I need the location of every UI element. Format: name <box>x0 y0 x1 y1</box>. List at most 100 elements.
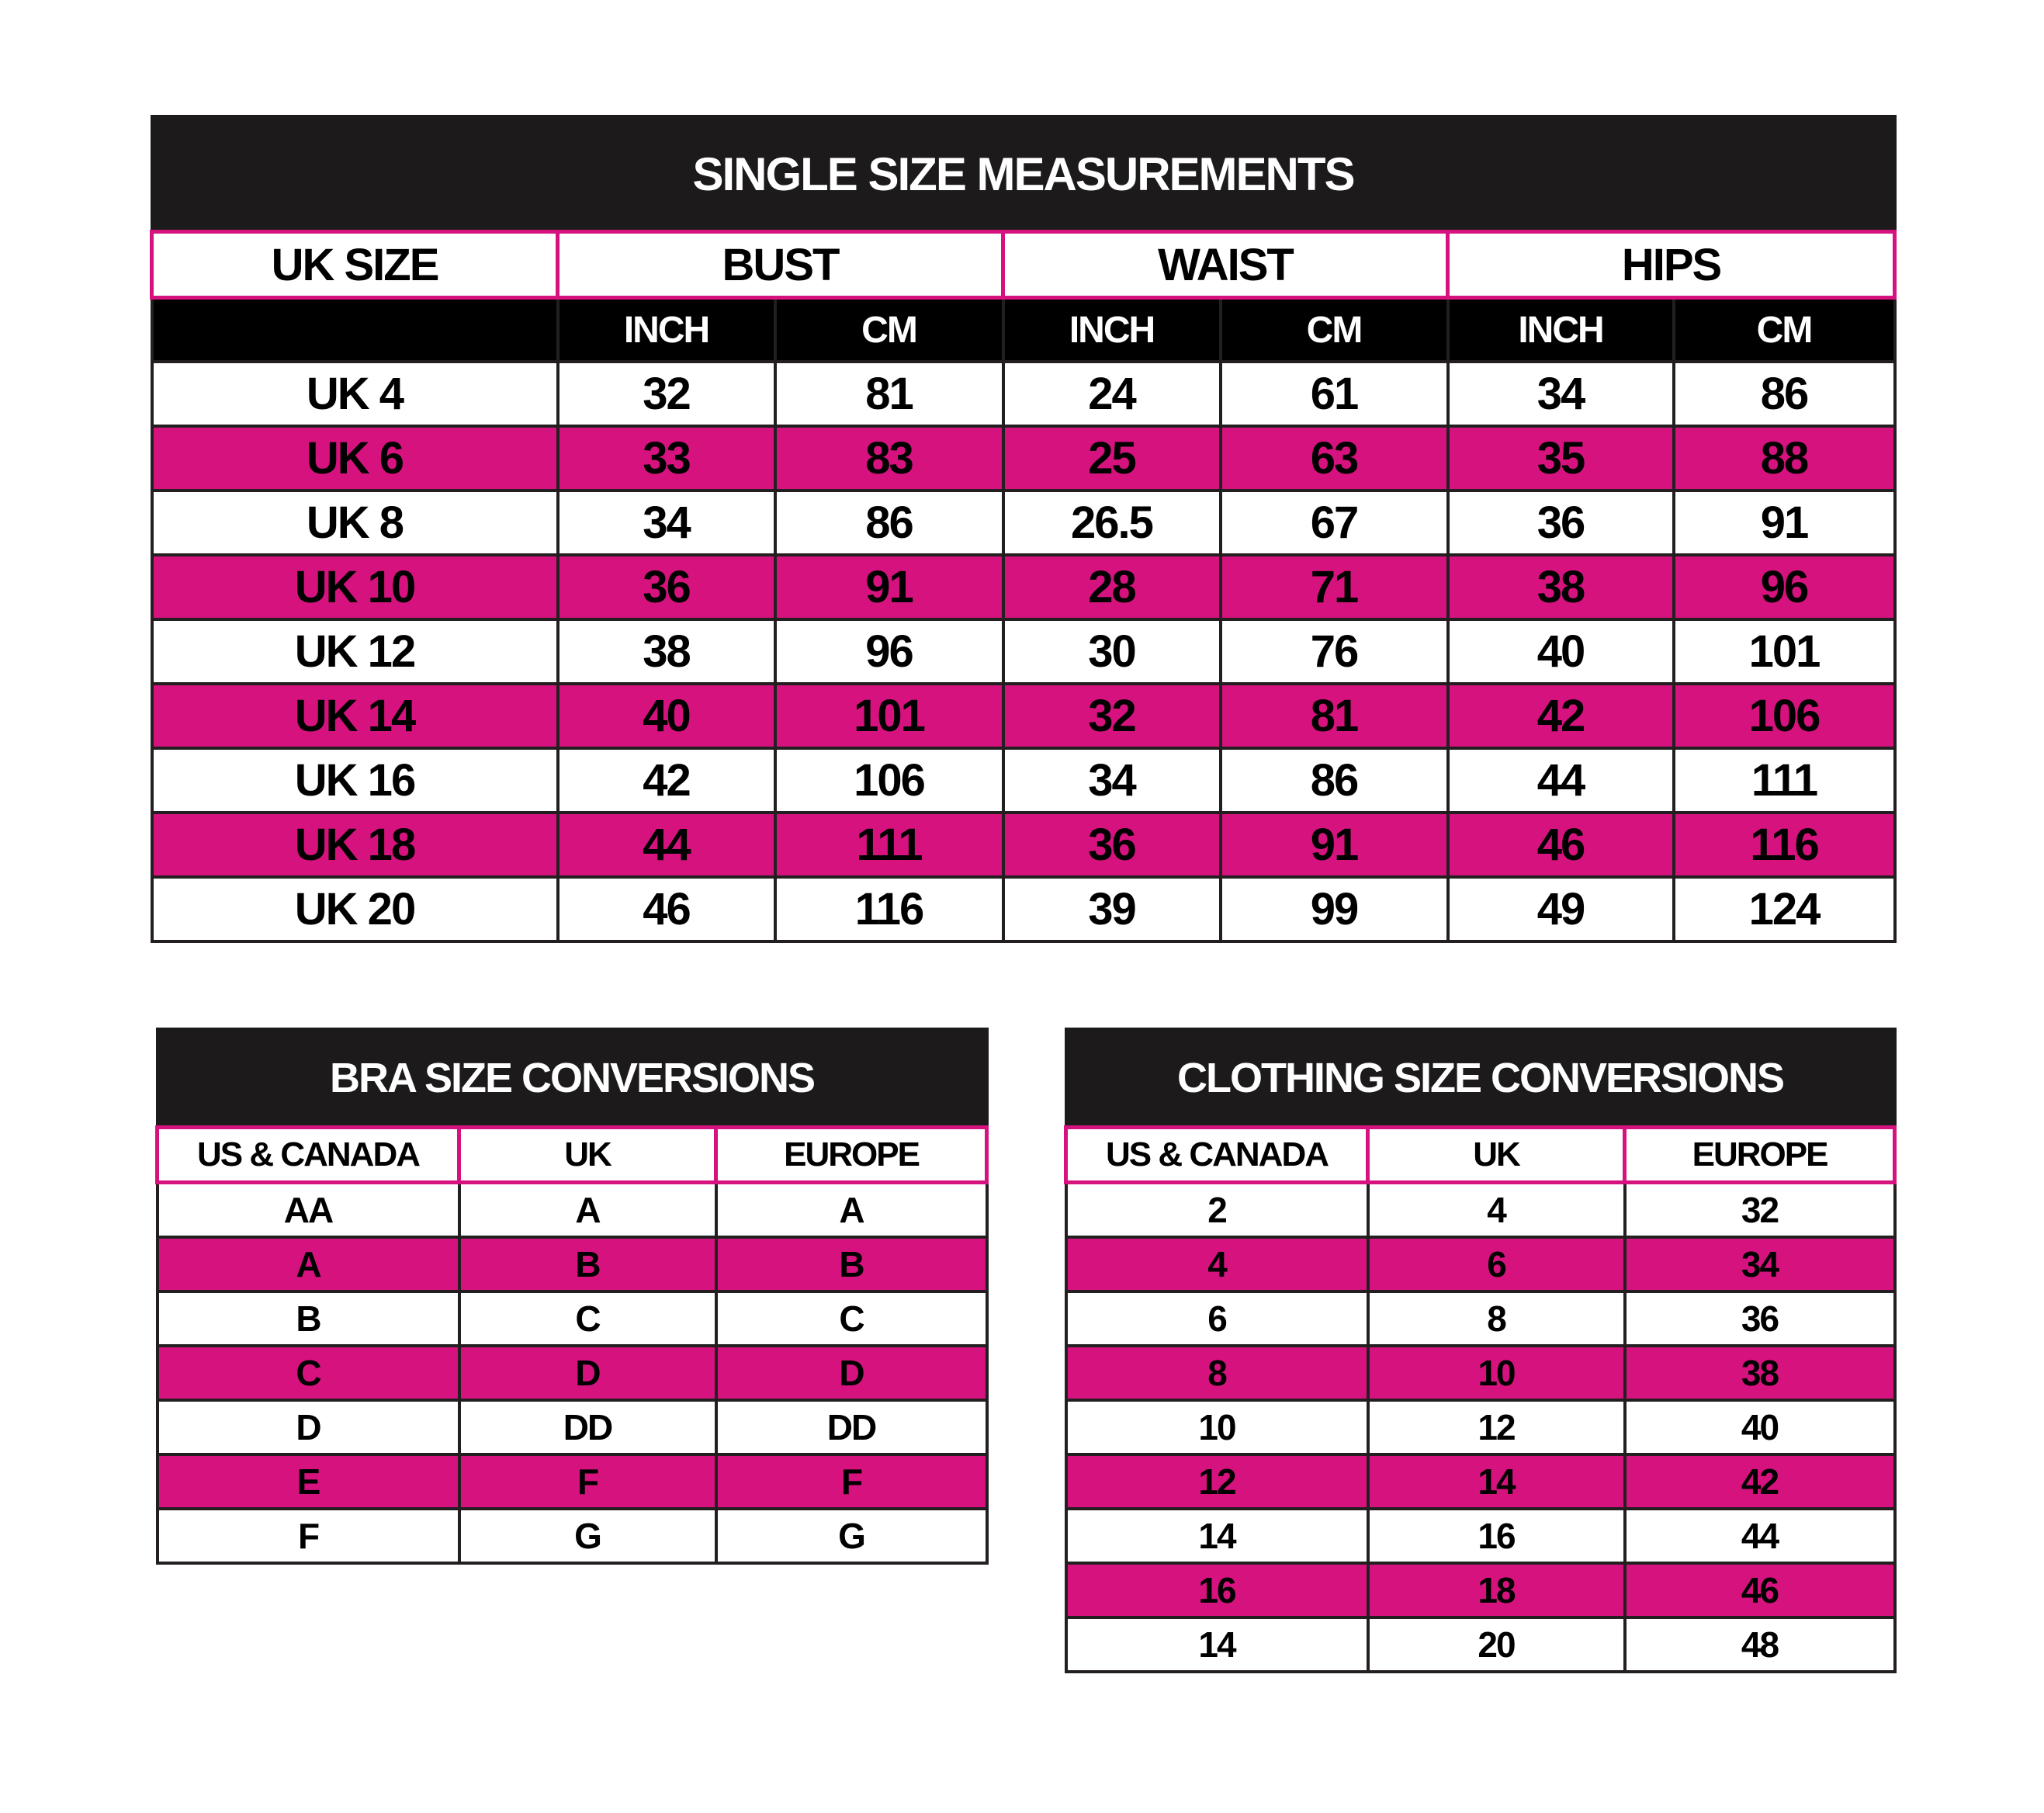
measurement-cell: 91 <box>1672 489 1897 556</box>
measurement-cell: 33 <box>556 425 777 492</box>
measurement-cell: 39 <box>1001 875 1222 943</box>
unit-header-row: INCH CM INCH CM INCH CM <box>150 296 1897 363</box>
table-title: CLOTHING SIZE CONVERSIONS <box>1064 1028 1897 1129</box>
size-cell: F <box>457 1453 718 1510</box>
column-group-header: WAIST <box>1001 230 1450 300</box>
size-cell: 10 <box>1064 1399 1370 1456</box>
size-cell: E <box>155 1453 461 1510</box>
column-header: UK <box>1366 1125 1627 1184</box>
size-cell: 14 <box>1064 1616 1370 1673</box>
table-title-row: CLOTHING SIZE CONVERSIONS <box>1064 1028 1897 1129</box>
table-row: 12 14 42 <box>1064 1453 1897 1510</box>
size-cell: UK 8 <box>150 489 560 556</box>
measurement-cell: 49 <box>1446 875 1675 943</box>
unit-header: INCH <box>1001 296 1222 363</box>
size-cell: 16 <box>1366 1507 1627 1565</box>
measurement-cell: 101 <box>1672 618 1897 685</box>
unit-header <box>150 296 560 363</box>
measurement-cell: 81 <box>1218 682 1450 750</box>
size-cell: 46 <box>1623 1562 1897 1619</box>
column-group-header: BUST <box>556 230 1005 300</box>
size-cell: UK 6 <box>150 425 560 492</box>
table-row: 14 20 48 <box>1064 1616 1897 1673</box>
size-cell: 14 <box>1064 1507 1370 1565</box>
measurement-cell: 40 <box>556 682 777 750</box>
measurement-cell: 111 <box>1672 747 1897 814</box>
measurement-cell: 30 <box>1001 618 1222 685</box>
measurement-cell: 42 <box>556 747 777 814</box>
size-cell: 8 <box>1064 1344 1370 1402</box>
column-header-row: US & CANADA UK EUROPE <box>1064 1125 1897 1184</box>
table-row: D DD DD <box>155 1399 989 1456</box>
size-cell: 4 <box>1366 1180 1627 1239</box>
measurement-cell: 106 <box>773 747 1005 814</box>
size-cell: 42 <box>1623 1453 1897 1510</box>
size-cell: B <box>714 1236 989 1293</box>
table-row: UK 18 44 111 36 91 46 116 <box>150 811 1897 879</box>
measurement-cell: 106 <box>1672 682 1897 750</box>
measurement-cell: 88 <box>1672 425 1897 492</box>
size-cell: UK 4 <box>150 360 560 428</box>
size-cell: 12 <box>1366 1399 1627 1456</box>
size-cell: 6 <box>1366 1236 1627 1293</box>
table-row: 10 12 40 <box>1064 1399 1897 1456</box>
measurement-cell: 46 <box>556 875 777 943</box>
size-cell: C <box>155 1344 461 1402</box>
measurement-cell: 99 <box>1218 875 1450 943</box>
measurement-cell: 86 <box>1218 747 1450 814</box>
measurement-cell: 91 <box>773 553 1005 621</box>
measurement-cell: 25 <box>1001 425 1222 492</box>
size-cell: C <box>714 1290 989 1347</box>
unit-header: CM <box>1672 296 1897 363</box>
column-header: UK <box>457 1125 718 1184</box>
size-cell: 10 <box>1366 1344 1627 1402</box>
measurement-cell: 71 <box>1218 553 1450 621</box>
measurement-cell: 32 <box>1001 682 1222 750</box>
column-header-row: US & CANADA UK EUROPE <box>155 1125 989 1184</box>
measurement-cell: 40 <box>1446 618 1675 685</box>
size-cell: B <box>457 1236 718 1293</box>
measurement-cell: 38 <box>1446 553 1675 621</box>
size-cell: UK 10 <box>150 553 560 621</box>
measurement-cell: 67 <box>1218 489 1450 556</box>
size-cell: F <box>714 1453 989 1510</box>
size-cell: 36 <box>1623 1290 1897 1347</box>
size-cell: UK 14 <box>150 682 560 750</box>
table-row: 16 18 46 <box>1064 1562 1897 1619</box>
measurement-cell: 116 <box>773 875 1005 943</box>
size-cell: D <box>457 1344 718 1402</box>
table-row: UK 16 42 106 34 86 44 111 <box>150 747 1897 814</box>
size-cell: UK 18 <box>150 811 560 879</box>
measurement-cell: 86 <box>773 489 1005 556</box>
measurement-cell: 101 <box>773 682 1005 750</box>
size-cell: 40 <box>1623 1399 1897 1456</box>
measurement-cell: 28 <box>1001 553 1222 621</box>
column-group-header: UK SIZE <box>150 230 560 300</box>
size-cell: D <box>714 1344 989 1402</box>
table-title-row: SINGLE SIZE MEASUREMENTS <box>150 115 1897 234</box>
size-cell: 20 <box>1366 1616 1627 1673</box>
measurement-cell: 26.5 <box>1001 489 1222 556</box>
size-cell: 18 <box>1366 1562 1627 1619</box>
measurement-cell: 38 <box>556 618 777 685</box>
size-cell: 4 <box>1064 1236 1370 1293</box>
size-cell: 38 <box>1623 1344 1897 1402</box>
measurement-cell: 35 <box>1446 425 1675 492</box>
table-row: UK 20 46 116 39 99 49 124 <box>150 875 1897 943</box>
measurement-cell: 34 <box>1446 360 1675 428</box>
table-row: UK 8 34 86 26.5 67 36 91 <box>150 489 1897 556</box>
clothing-size-conversions-table: CLOTHING SIZE CONVERSIONS US & CANADA UK EU… <box>1064 1028 1897 1673</box>
measurement-cell: 81 <box>773 360 1005 428</box>
table-row: UK 12 38 96 30 76 40 101 <box>150 618 1897 685</box>
table-row: 4 6 34 <box>1064 1236 1897 1293</box>
column-header: US & CANADA <box>155 1125 461 1184</box>
size-cell: D <box>155 1399 461 1456</box>
size-cell: 48 <box>1623 1616 1897 1673</box>
size-cell: 12 <box>1064 1453 1370 1510</box>
measurement-cell: 42 <box>1446 682 1675 750</box>
measurement-cell: 76 <box>1218 618 1450 685</box>
